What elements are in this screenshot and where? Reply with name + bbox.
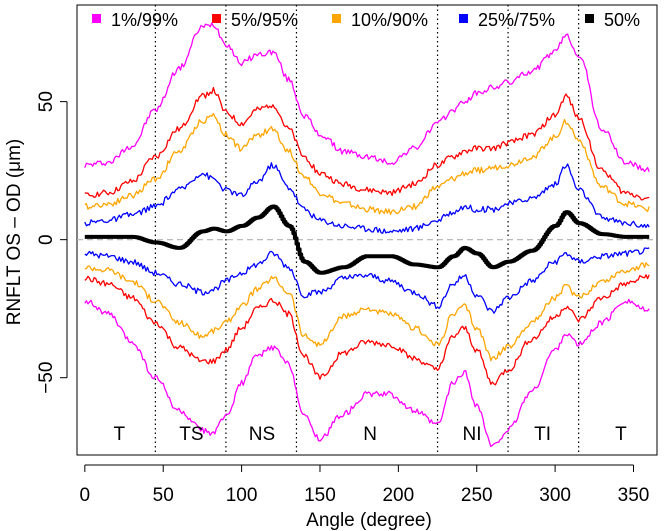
plot-frame: [76, 4, 658, 456]
x-tick-label: 150: [304, 485, 336, 506]
legend-label: 50%: [604, 10, 640, 30]
sector-label: NI: [463, 424, 482, 445]
sector-label: N: [363, 424, 377, 445]
legend-label: 10%/90%: [351, 10, 428, 30]
y-tick-label: 50: [36, 91, 57, 112]
x-tick-label: 50: [153, 485, 174, 506]
x-tick-label: 200: [382, 485, 414, 506]
y-axis-label: RNFLT OS – OD (μm): [4, 139, 25, 326]
legend-swatch: [585, 14, 594, 23]
series-line: [84, 274, 650, 386]
series-line: [84, 86, 650, 201]
legend-label: 5%/95%: [231, 10, 298, 30]
series-line: [84, 162, 650, 234]
legend-label: 1%/99%: [111, 10, 178, 30]
series-line: [84, 112, 650, 216]
legend-swatch: [459, 14, 468, 23]
series-line: [84, 204, 650, 275]
y-axis: −50 0 50: [36, 91, 68, 394]
x-tick-label: 350: [618, 485, 650, 506]
legend-swatch: [92, 14, 101, 23]
x-axis-label: Angle (degree): [306, 510, 432, 531]
legend-swatch: [212, 14, 221, 23]
x-tick-label: 300: [539, 485, 571, 506]
sector-label: T: [114, 424, 126, 445]
x-tick-label: 100: [226, 485, 258, 506]
sector-label: T: [615, 424, 627, 445]
sector-label: NS: [249, 424, 275, 445]
series-line: [84, 22, 650, 173]
y-tick-label: 0: [36, 234, 57, 245]
series-line: [84, 262, 650, 362]
series-layer: [84, 22, 650, 448]
series-line: [84, 298, 650, 448]
sector-label: TI: [534, 424, 551, 445]
x-axis: 0 50 100 150 200 250 300 350: [80, 464, 650, 506]
legend-label: 25%/75%: [478, 10, 555, 30]
legend-swatch: [332, 14, 341, 23]
sector-labels: T TS NS N NI TI T: [114, 424, 628, 445]
sector-label: TS: [179, 424, 203, 445]
legend: 1%/99% 5%/95% 10%/90% 25%/75% 50%: [92, 10, 640, 30]
series-line: [84, 247, 650, 314]
x-tick-label: 0: [80, 485, 91, 506]
x-tick-label: 250: [461, 485, 493, 506]
y-tick-label: −50: [36, 362, 57, 394]
